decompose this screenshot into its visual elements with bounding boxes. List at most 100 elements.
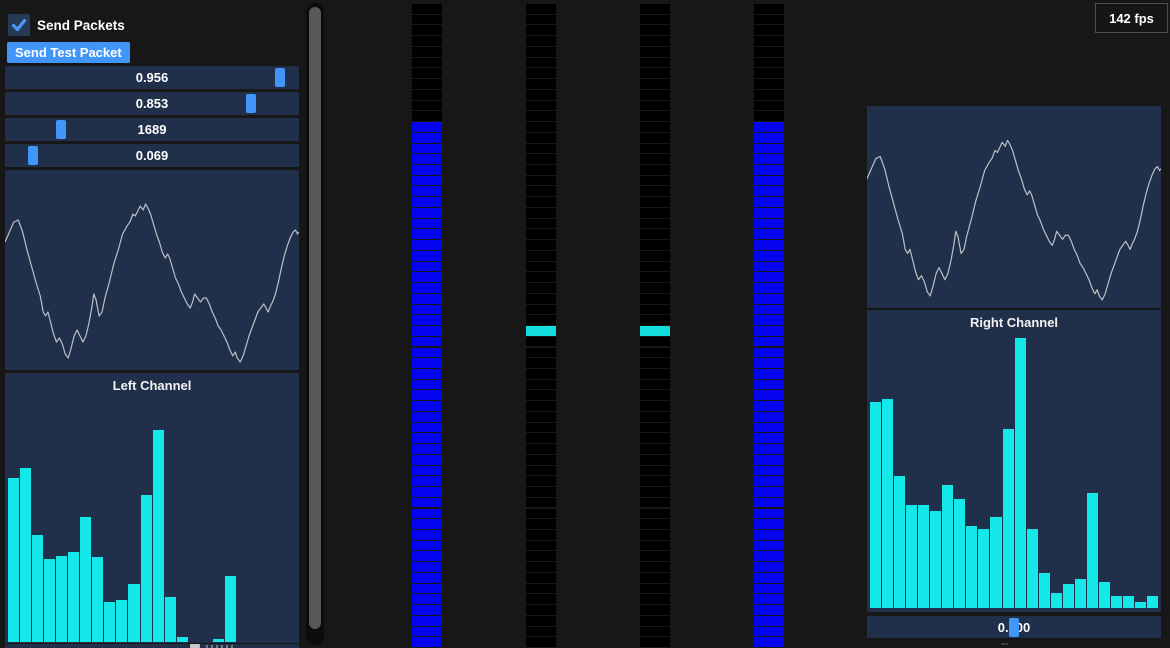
meter-segment bbox=[412, 25, 442, 36]
meter-segment bbox=[526, 529, 556, 540]
meter-segment bbox=[412, 594, 442, 605]
meter-segment bbox=[640, 186, 670, 197]
meter-segment bbox=[526, 197, 556, 207]
meter-segment bbox=[526, 100, 556, 111]
histogram-bar bbox=[128, 583, 140, 642]
meter-segment bbox=[526, 25, 556, 36]
meter-segment bbox=[526, 358, 556, 368]
meter-segment bbox=[412, 186, 442, 197]
histogram-bar bbox=[212, 639, 224, 642]
slider-3[interactable]: 1689 bbox=[5, 118, 299, 141]
left-waveform-plot bbox=[5, 170, 299, 370]
meter-segment bbox=[412, 347, 442, 358]
meter-segment bbox=[640, 433, 670, 444]
meter-segment bbox=[526, 315, 556, 325]
meter-segment bbox=[412, 637, 442, 648]
meter-segment bbox=[640, 315, 670, 325]
right-channel-title: Right Channel bbox=[969, 315, 1059, 330]
meter-segment bbox=[754, 36, 784, 46]
meter-segment bbox=[640, 368, 670, 379]
histogram-bar bbox=[1050, 593, 1062, 608]
slider-4-handle[interactable] bbox=[28, 146, 38, 165]
meter-segment bbox=[526, 175, 556, 186]
slider-1-handle[interactable] bbox=[274, 68, 285, 87]
left-channel-histogram: Left Channel bbox=[5, 373, 299, 643]
meter-segment bbox=[526, 411, 556, 422]
send-test-packet-button[interactable]: Send Test Packet bbox=[7, 42, 130, 63]
meter-segment bbox=[412, 122, 442, 132]
meter-segment bbox=[412, 497, 442, 508]
histogram-bar bbox=[990, 516, 1002, 608]
meter-segment bbox=[526, 562, 556, 572]
right-slider-handle[interactable] bbox=[1009, 618, 1019, 637]
slider-2-handle[interactable] bbox=[245, 94, 256, 113]
meter-segment bbox=[640, 293, 670, 304]
meter-segment bbox=[640, 89, 670, 100]
meter-segment bbox=[412, 508, 442, 519]
meter-segment bbox=[754, 390, 784, 401]
meter-segment bbox=[640, 68, 670, 79]
histogram-bar bbox=[894, 475, 906, 608]
meter-segment bbox=[412, 261, 442, 272]
send-packets-checkbox[interactable] bbox=[8, 14, 30, 36]
meter-segment bbox=[640, 540, 670, 551]
meter-segment bbox=[412, 368, 442, 379]
meter-segment bbox=[412, 79, 442, 89]
histogram-bar bbox=[56, 555, 68, 642]
clipped-widget-knob bbox=[190, 644, 200, 648]
slider-4[interactable]: 0.069 bbox=[5, 144, 299, 167]
meter-segment bbox=[526, 304, 556, 315]
meter-segment bbox=[526, 57, 556, 68]
meter-segment bbox=[754, 14, 784, 25]
meter-segment bbox=[640, 476, 670, 486]
meter-segment bbox=[640, 519, 670, 529]
histogram-bar bbox=[44, 558, 56, 642]
meter-segment bbox=[754, 261, 784, 272]
meter-segment bbox=[640, 336, 670, 347]
meter-segment bbox=[526, 46, 556, 57]
scrollbar-thumb[interactable] bbox=[309, 7, 321, 629]
slider-1[interactable]: 0.956 bbox=[5, 66, 299, 89]
meter-segment bbox=[412, 336, 442, 347]
histogram-bar bbox=[918, 505, 930, 608]
meter-segment bbox=[412, 551, 442, 562]
histogram-bar bbox=[942, 484, 954, 608]
right-waveform-plot bbox=[867, 106, 1161, 308]
checkmark-icon bbox=[11, 18, 27, 32]
slider-3-handle[interactable] bbox=[56, 120, 66, 139]
histogram-bar bbox=[32, 534, 44, 642]
meter-segment bbox=[412, 272, 442, 283]
meter-segment bbox=[754, 594, 784, 605]
left-waveform-line bbox=[5, 170, 299, 370]
meter-segment bbox=[412, 433, 442, 444]
meter-segment bbox=[640, 122, 670, 132]
meter-segment bbox=[526, 143, 556, 154]
meter-segment bbox=[640, 175, 670, 186]
meter-segment bbox=[754, 218, 784, 229]
meter-segment bbox=[754, 315, 784, 325]
meter-segment bbox=[754, 476, 784, 486]
meter-segment bbox=[640, 508, 670, 519]
meter-segment bbox=[526, 14, 556, 25]
meter-segment bbox=[526, 540, 556, 551]
meter-segment bbox=[526, 444, 556, 454]
left-channel-title: Left Channel bbox=[112, 378, 192, 393]
histogram-bar bbox=[870, 402, 882, 608]
meter-segment bbox=[640, 100, 670, 111]
meter-segment bbox=[640, 25, 670, 36]
meter-segment bbox=[754, 336, 784, 347]
right-slider[interactable]: 0.500 bbox=[867, 616, 1161, 638]
meter-segment bbox=[640, 497, 670, 508]
meter-segment bbox=[412, 572, 442, 583]
histogram-bar bbox=[1002, 428, 1014, 608]
vertical-scrollbar[interactable] bbox=[306, 3, 324, 645]
histogram-bar bbox=[104, 602, 116, 642]
meter-segment bbox=[640, 283, 670, 293]
meter-segment bbox=[412, 36, 442, 46]
slider-2[interactable]: 0.853 bbox=[5, 92, 299, 115]
meter-segment bbox=[412, 379, 442, 390]
meter-segment bbox=[754, 143, 784, 154]
meter-segment bbox=[640, 36, 670, 46]
meter-segment bbox=[412, 283, 442, 293]
